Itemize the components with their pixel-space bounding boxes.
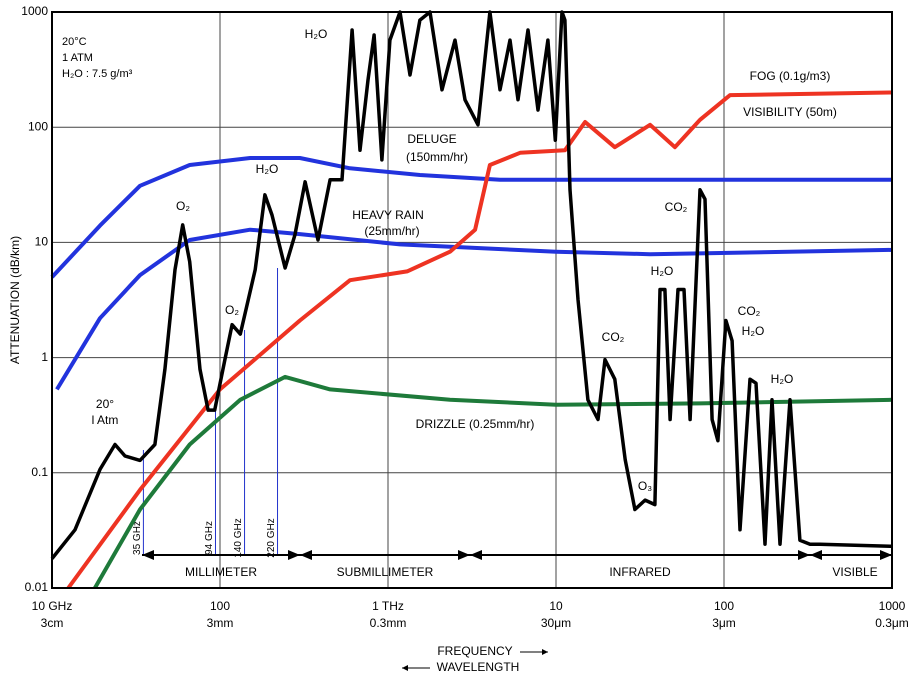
annotation: CO₂ [665,200,688,214]
annotation: CO₂ [602,330,625,344]
x-tick-label: 10 [549,599,563,613]
series-line [50,156,892,279]
y-tick-label: 0.01 [25,580,49,594]
annotation: (25mm/hr) [364,224,419,238]
annotation: CO₂ [738,304,761,318]
annotation: (150mm/hr) [406,150,468,164]
series-line [66,90,893,590]
band-label: VISIBLE [832,565,877,579]
annotation: H₂O [651,264,674,278]
x-tick-label: 10 GHz [32,599,73,613]
plot-frame [51,11,893,589]
arrowhead [402,665,408,671]
y-axis-label: ATTENUATION (dB/km) [8,236,22,364]
series-line [50,10,893,560]
annotation: DRIZZLE (0.25mm/hr) [416,417,535,431]
x-tick-wavelength: 30μm [541,616,571,630]
arrowhead [458,550,470,560]
arrowhead [142,550,154,560]
annotation: FOG (0.1g/m3) [750,69,831,83]
band-label: MILLIMETER [185,565,257,579]
frequency-marker-label: 94 GHz [204,521,215,555]
band-label: SUBMILLIMETER [337,565,434,579]
x-caption-frequency: FREQUENCY [437,644,512,658]
annotation: O₂ [176,199,190,213]
band-label: INFRARED [609,565,671,579]
x-tick-wavelength: 0.3μm [875,616,909,630]
arrowhead [542,649,548,655]
x-tick-wavelength: 3μm [712,616,736,630]
frequency-marker-label: 140 GHz [233,518,244,557]
y-tick-label: 100 [28,119,48,133]
arrowhead [798,550,810,560]
annotation: H₂O [771,372,794,386]
arrowhead [880,550,892,560]
annotation: 1 ATM [62,52,93,64]
annotation: H₂O [256,162,279,176]
series-line [93,374,893,589]
annotation: 20° [96,397,114,411]
x-tick-label: 1000 [879,599,906,613]
y-tick-label: 1000 [21,4,48,18]
annotation: l Atm [92,413,119,427]
annotation: H₂O [305,27,328,41]
annotation: O₃ [638,479,652,493]
annotation: H₂O [742,324,765,338]
annotation: VISIBILITY (50m) [743,105,837,119]
y-tick-label: 0.1 [31,465,48,479]
x-tick-label: 100 [210,599,230,613]
series-line [55,227,893,391]
annotation: DELUGE [407,132,456,146]
arrowhead [470,550,482,560]
annotation: O₂ [225,303,239,317]
annotation: H₂O : 7.5 g/m³ [62,68,133,80]
arrowhead [288,550,300,560]
arrowhead [300,550,312,560]
x-tick-wavelength: 0.3mm [370,616,407,630]
x-tick-label: 100 [714,599,734,613]
annotation: 20°C [62,36,87,48]
annotation: HEAVY RAIN [352,208,424,222]
x-caption-wavelength: WAVELENGTH [437,660,520,674]
x-tick-wavelength: 3cm [41,616,64,630]
frequency-marker-label: 35 GHz [132,521,143,555]
frequency-marker-label: 220 GHz [266,518,277,557]
y-tick-label: 10 [35,235,49,249]
arrowhead [810,550,822,560]
y-tick-label: 1 [41,350,48,364]
x-tick-label: 1 THz [372,599,404,613]
x-tick-wavelength: 3mm [207,616,234,630]
